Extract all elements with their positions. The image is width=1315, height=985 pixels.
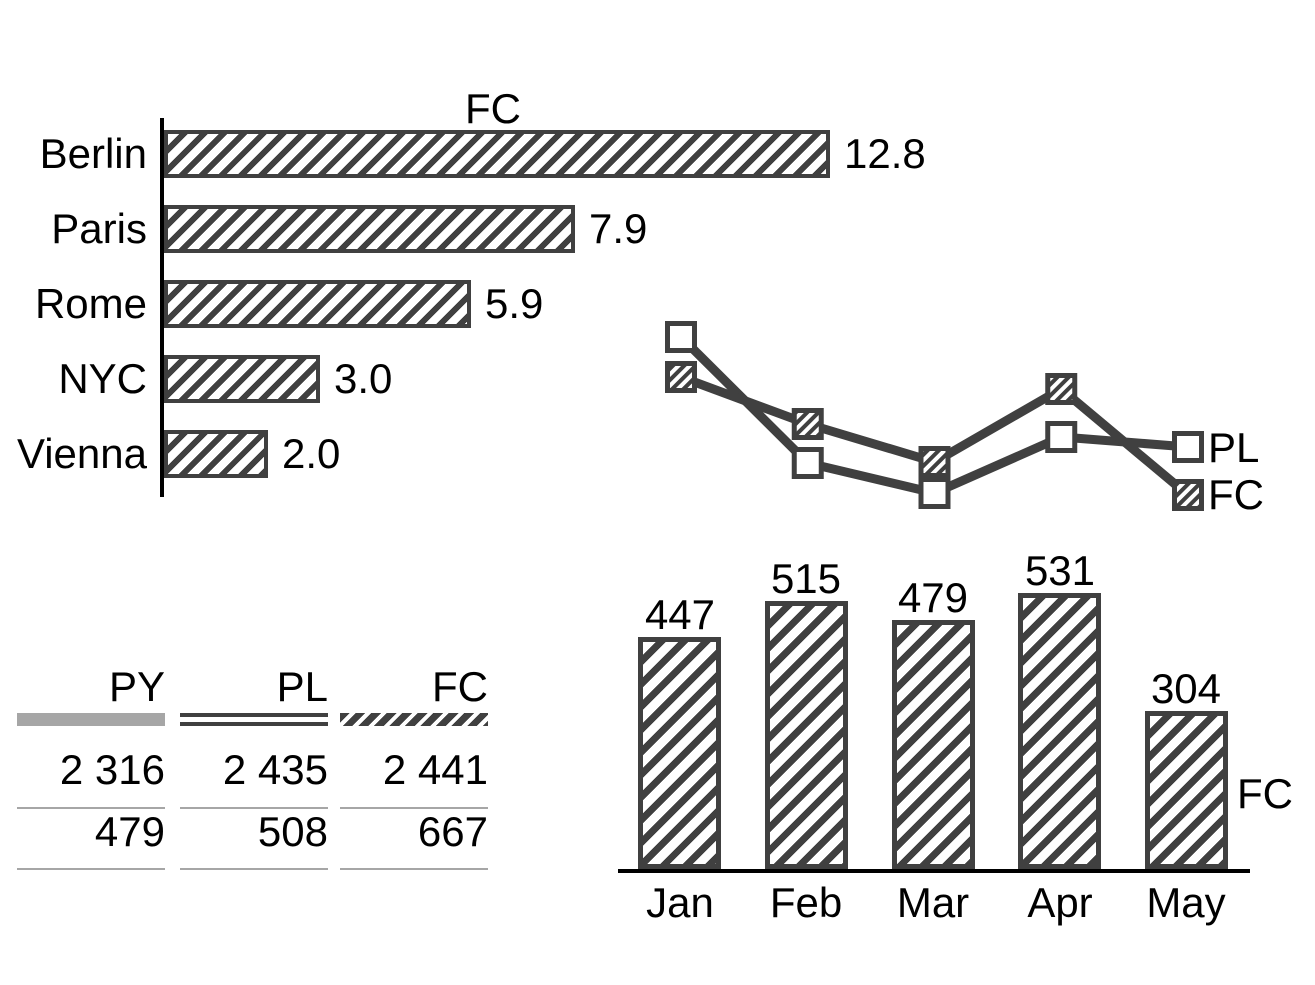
table-header-pl: PL [276,663,328,710]
trend-legend-fc: FC [1208,471,1264,518]
month-label-feb: Feb [769,879,843,926]
city-label-rome: Rome [34,280,147,327]
city-bar-berlin [164,130,830,178]
pl-marker-0 [665,321,697,353]
pl-marker-2 [918,477,951,509]
table-swatch-pl [180,713,328,726]
month-bar-apr [1018,593,1101,869]
table-column-fc: FC 2 441 667 [340,660,488,870]
city-bar-nyc [164,355,320,403]
pl-marker-4 [1172,431,1204,463]
month-bar-value-may: 304 [1150,665,1222,712]
city-label-nyc: NYC [58,355,147,402]
month-label-apr: Apr [1027,879,1093,926]
table-value-py-row2: 479 [17,808,165,870]
month-label-may: May [1146,879,1226,926]
fc-marker-3 [1045,373,1078,405]
table-value-py-row1: 2 316 [17,726,165,809]
table-value-pl-row2: 508 [180,808,328,870]
table-value-fc-row1: 2 441 [340,726,488,809]
month-bar-mar [892,620,975,869]
city-bar-value-berlin: 12.8 [844,130,926,177]
pl-marker-3 [1045,421,1078,453]
trend-line-plot [665,321,1204,511]
fc-marker-2 [918,446,951,478]
table-header-fc: FC [432,663,488,710]
city-label-vienna: Vienna [16,430,147,477]
fc-marker-0 [665,361,697,393]
month-bar-value-mar: 479 [897,574,969,621]
pl-marker-1 [791,447,824,479]
fc-marker-4 [1172,479,1204,511]
city-label-paris: Paris [51,205,147,252]
city-bar-paris [164,205,575,253]
city-bar-value-rome: 5.9 [485,280,544,327]
table-header-py: PY [108,663,165,710]
month-bar-value-jan: 447 [644,591,716,638]
city-bar-rome [164,280,471,328]
month-label-jan: Jan [646,879,714,926]
month-bar-value-feb: 515 [770,555,842,602]
month-chart-x-axis [618,869,1250,873]
table-column-py: PY 2 316 479 [17,660,165,870]
city-bar-value-vienna: 2.0 [282,430,341,477]
city-bar-value-nyc: 3.0 [334,355,393,402]
month-bar-may [1145,711,1228,869]
month-label-mar: Mar [896,879,970,926]
table-value-fc-row2: 667 [340,808,488,870]
fc-marker-1 [791,408,824,440]
month-bar-value-apr: 531 [1024,547,1096,594]
city-chart-title: FC [465,85,521,132]
city-chart-y-axis [160,118,164,497]
table-column-pl: PL 2 435 508 [180,660,328,870]
month-bar-jan [638,637,721,869]
month-chart-series-label: FC [1237,770,1293,817]
month-bar-feb [765,601,848,869]
table-swatch-fc [340,713,488,726]
table-value-pl-row1: 2 435 [180,726,328,809]
trend-legend-pl: PL [1208,424,1260,471]
city-bar-value-paris: 7.9 [589,205,648,252]
table-swatch-py [17,713,165,726]
city-bar-vienna [164,430,268,478]
city-label-berlin: Berlin [39,130,147,177]
